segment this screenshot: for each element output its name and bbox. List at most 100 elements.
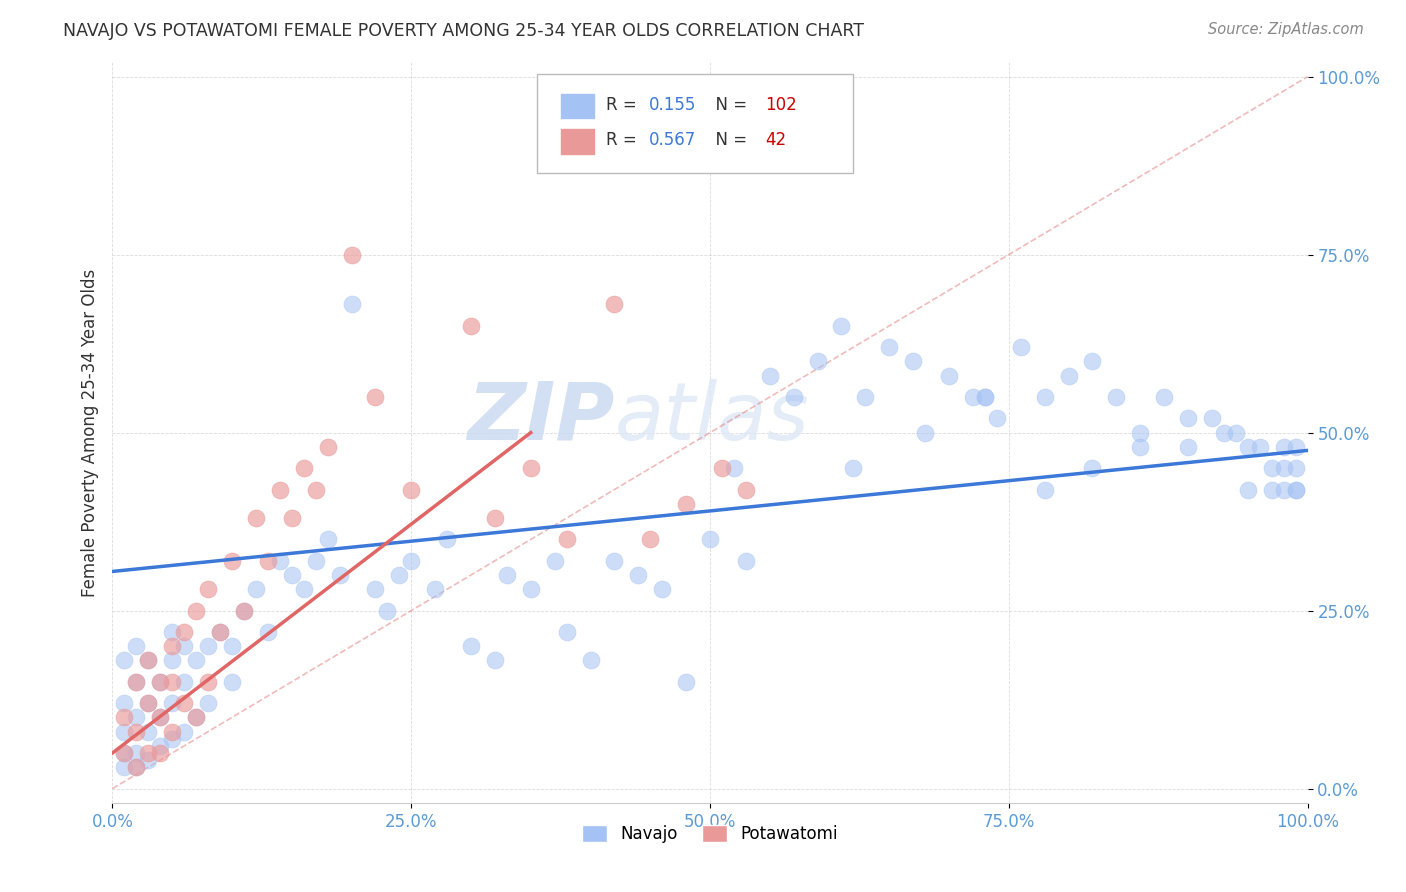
Point xyxy=(986,411,1008,425)
Point xyxy=(269,554,291,568)
FancyBboxPatch shape xyxy=(537,73,853,173)
Point xyxy=(1237,440,1260,454)
Point xyxy=(125,674,148,689)
Point xyxy=(269,483,291,497)
Point xyxy=(699,533,721,547)
Point xyxy=(735,554,758,568)
Text: R =: R = xyxy=(606,96,643,114)
Point xyxy=(197,674,219,689)
Point xyxy=(496,568,519,582)
Point xyxy=(162,624,183,639)
Point xyxy=(782,390,804,404)
Point xyxy=(1177,411,1199,425)
Point xyxy=(138,696,160,710)
Point xyxy=(735,483,758,497)
Point xyxy=(1033,483,1056,497)
Text: Source: ZipAtlas.com: Source: ZipAtlas.com xyxy=(1208,22,1364,37)
Point xyxy=(1261,483,1284,497)
Point xyxy=(388,568,411,582)
Point xyxy=(675,674,697,689)
Point xyxy=(640,533,662,547)
Point xyxy=(1272,461,1295,475)
Point xyxy=(1225,425,1247,440)
Point xyxy=(1010,340,1032,354)
Text: atlas: atlas xyxy=(614,379,810,457)
Point xyxy=(149,710,172,724)
Point xyxy=(436,533,458,547)
Point xyxy=(1105,390,1128,404)
Text: R =: R = xyxy=(606,131,643,149)
Point xyxy=(1285,483,1308,497)
Point xyxy=(138,653,160,667)
Point xyxy=(281,511,304,525)
Point xyxy=(186,604,208,618)
Point xyxy=(1272,483,1295,497)
Point xyxy=(221,674,243,689)
Point xyxy=(543,554,565,568)
Point xyxy=(162,696,183,710)
Point xyxy=(484,511,506,525)
Point xyxy=(364,390,387,404)
Point xyxy=(711,461,734,475)
Point xyxy=(1153,390,1175,404)
Point xyxy=(340,297,363,311)
Point xyxy=(233,604,256,618)
Point xyxy=(603,554,626,568)
Point xyxy=(377,604,399,618)
Point xyxy=(186,710,208,724)
Y-axis label: Female Poverty Among 25-34 Year Olds: Female Poverty Among 25-34 Year Olds xyxy=(80,268,98,597)
Point xyxy=(962,390,984,404)
Point xyxy=(555,533,578,547)
Point xyxy=(305,483,328,497)
Point xyxy=(114,760,135,774)
Point xyxy=(138,696,160,710)
Point xyxy=(1129,425,1152,440)
Legend: Navajo, Potawatomi: Navajo, Potawatomi xyxy=(575,819,845,850)
Point xyxy=(292,461,315,475)
Point xyxy=(1237,483,1260,497)
Point xyxy=(125,710,148,724)
Text: NAVAJO VS POTAWATOMI FEMALE POVERTY AMONG 25-34 YEAR OLDS CORRELATION CHART: NAVAJO VS POTAWATOMI FEMALE POVERTY AMON… xyxy=(63,22,865,40)
Point xyxy=(1057,368,1080,383)
Point xyxy=(138,746,160,760)
Text: N =: N = xyxy=(706,131,752,149)
Point xyxy=(221,639,243,653)
Point xyxy=(114,696,135,710)
Point xyxy=(149,674,172,689)
Point xyxy=(173,696,195,710)
Point xyxy=(162,653,183,667)
Point xyxy=(425,582,447,597)
Point xyxy=(579,653,602,667)
Point xyxy=(1081,461,1104,475)
Point xyxy=(138,653,160,667)
Point xyxy=(149,674,172,689)
Point xyxy=(305,554,328,568)
Point xyxy=(125,639,148,653)
Point xyxy=(209,624,232,639)
Point xyxy=(1033,390,1056,404)
Point xyxy=(938,368,960,383)
Point xyxy=(149,710,172,724)
Point xyxy=(855,390,877,404)
Point xyxy=(209,624,232,639)
Point xyxy=(186,653,208,667)
Point xyxy=(316,533,339,547)
Text: 102: 102 xyxy=(765,96,797,114)
Point xyxy=(1272,440,1295,454)
Point xyxy=(842,461,865,475)
Point xyxy=(197,696,219,710)
Point xyxy=(197,639,219,653)
Point xyxy=(257,554,280,568)
Point xyxy=(221,554,243,568)
Point xyxy=(281,568,304,582)
Point xyxy=(1213,425,1236,440)
Point xyxy=(162,639,183,653)
Point xyxy=(520,461,543,475)
FancyBboxPatch shape xyxy=(561,94,595,118)
Point xyxy=(316,440,339,454)
Point xyxy=(257,624,280,639)
Point xyxy=(173,624,195,639)
Point xyxy=(1285,461,1308,475)
Point xyxy=(1249,440,1271,454)
Point xyxy=(114,746,135,760)
